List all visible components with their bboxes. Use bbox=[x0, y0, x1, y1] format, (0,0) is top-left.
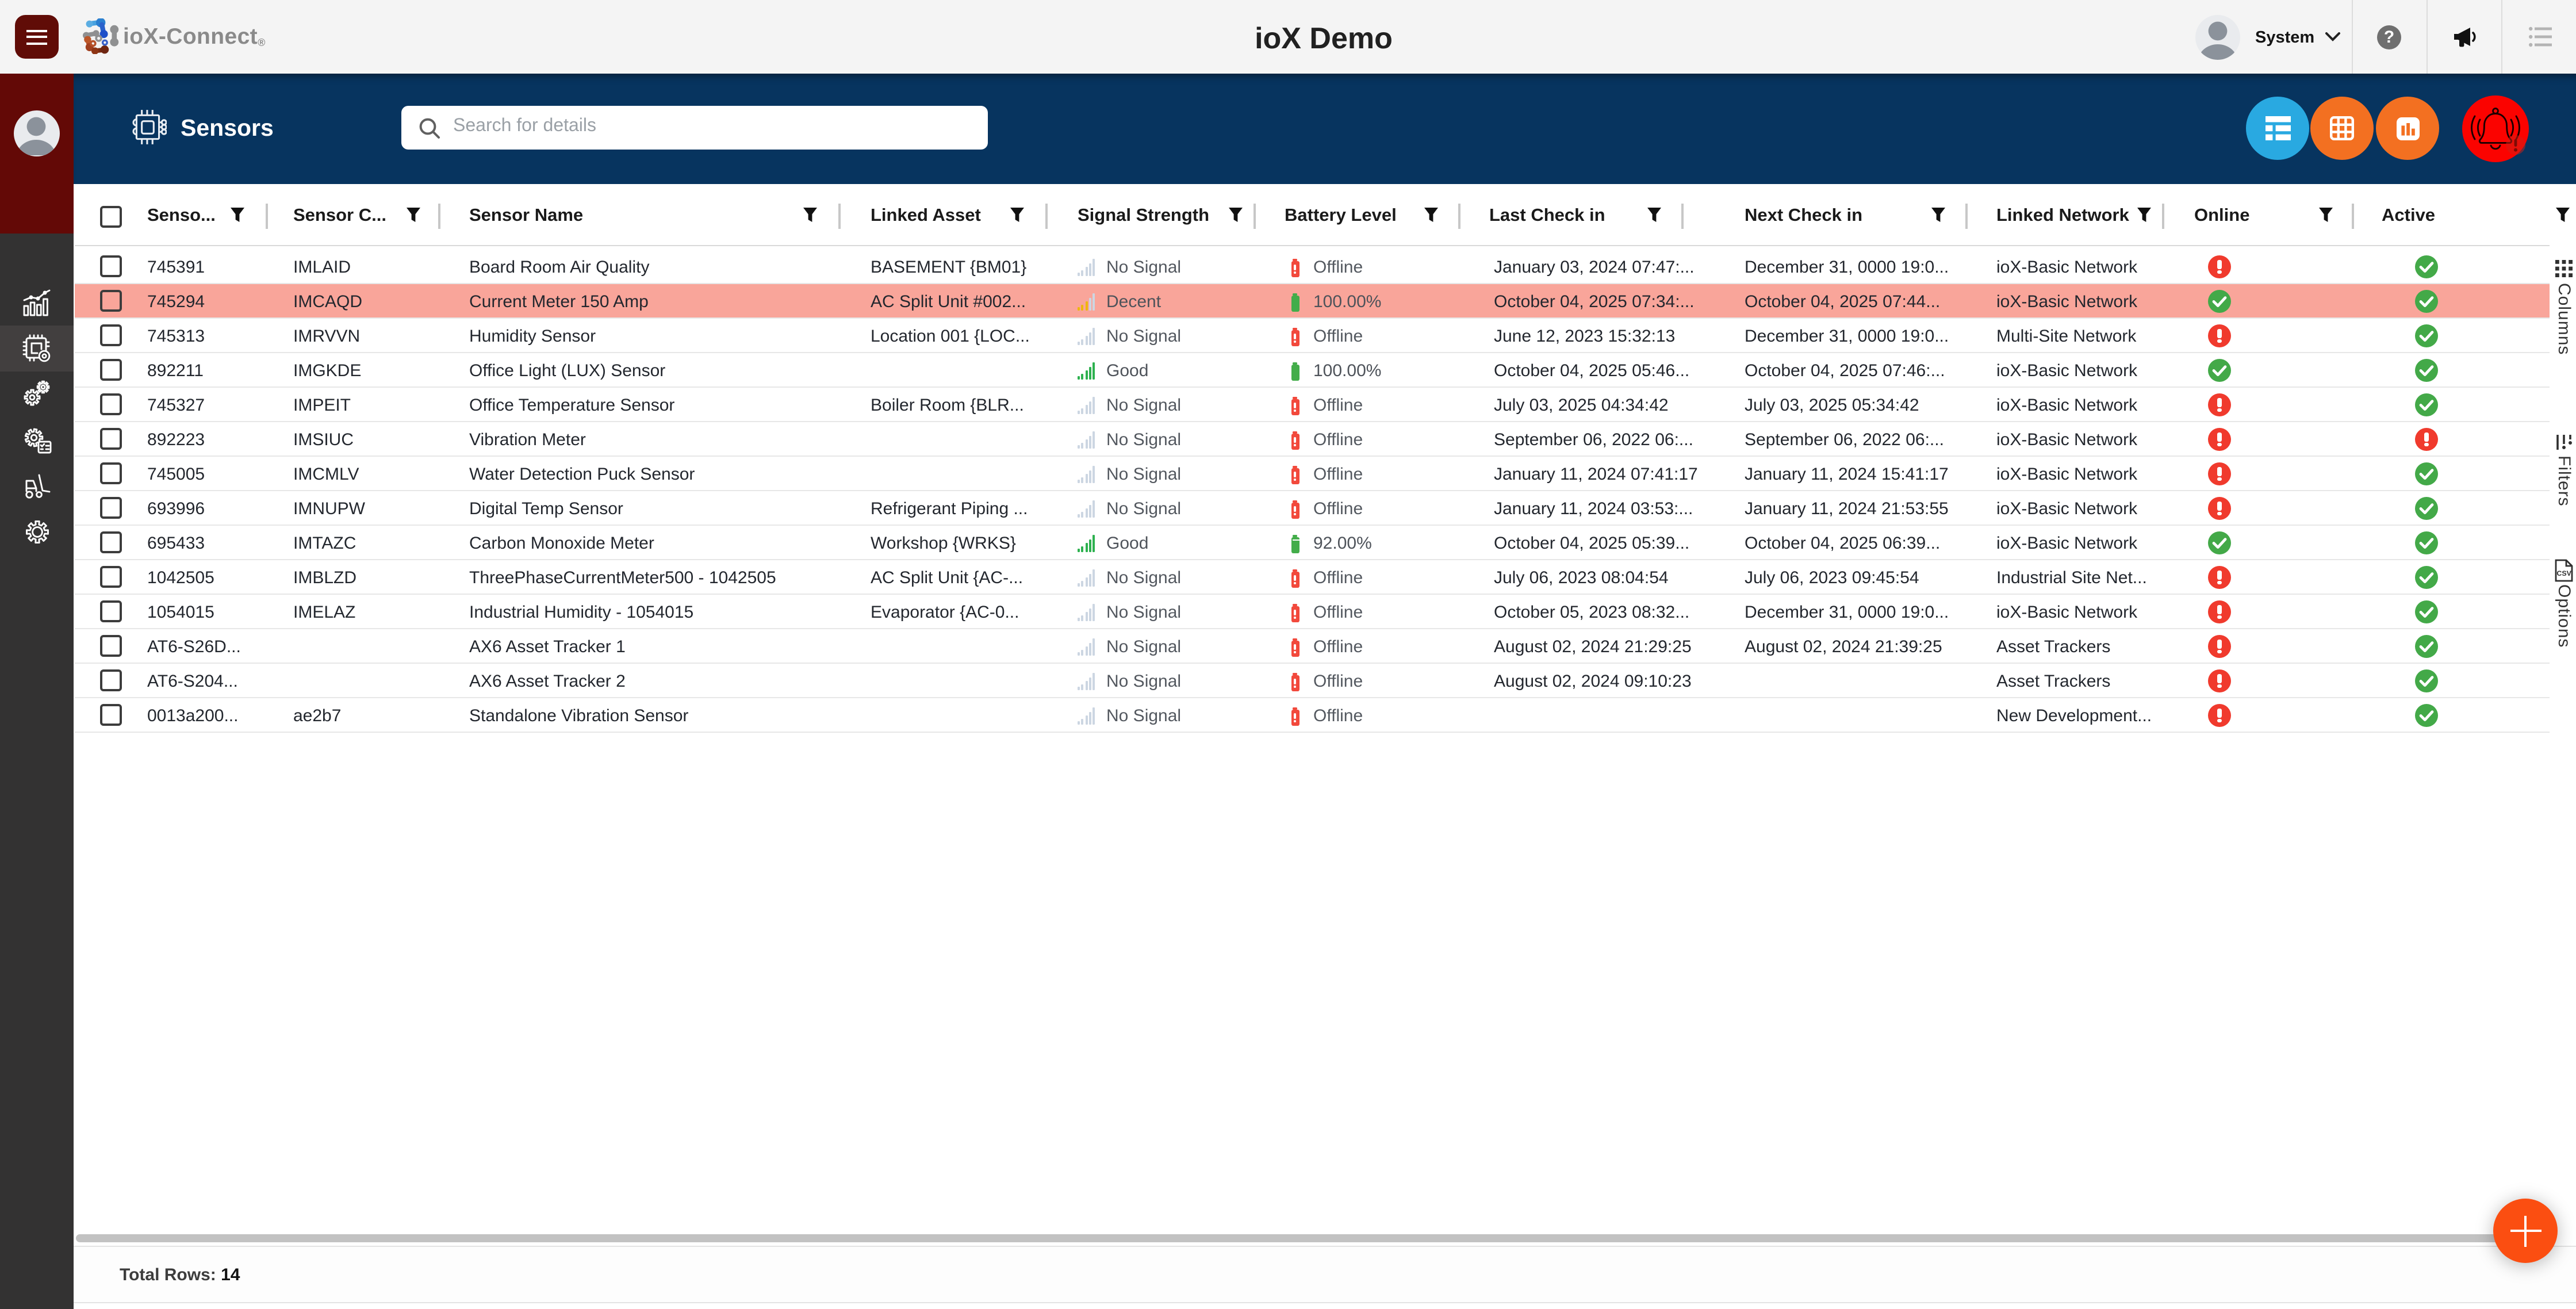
svg-text:CSV: CSV bbox=[2556, 569, 2571, 577]
